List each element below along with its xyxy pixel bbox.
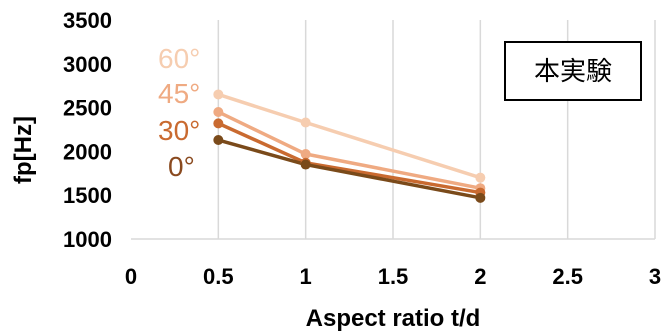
- x-tick-label: 1.5: [378, 264, 409, 289]
- x-tick-label: 0.5: [203, 264, 234, 289]
- y-tick-label: 2000: [63, 139, 112, 164]
- data-point: [475, 192, 486, 203]
- data-point: [475, 172, 486, 183]
- data-point: [300, 149, 311, 160]
- data-point: [300, 117, 311, 128]
- y-tick-label: 3000: [63, 52, 112, 77]
- x-axis-title: Aspect ratio t/d: [306, 305, 481, 332]
- x-tick-label: 1: [300, 264, 312, 289]
- x-tick-labels: 0 0.5 1 1.5 2 2.5 3: [125, 264, 661, 289]
- x-tick-label: 2: [474, 264, 486, 289]
- data-point: [300, 159, 311, 170]
- data-point: [213, 106, 224, 117]
- series-label-0: 0°: [168, 151, 195, 182]
- x-tick-label: 0: [125, 264, 137, 289]
- series-angle-labels: 60° 45° 30° 0°: [158, 43, 200, 182]
- data-point: [213, 89, 224, 100]
- series-line: [216, 92, 483, 180]
- y-tick-labels: 1000 1500 2000 2500 3000 3500: [63, 8, 112, 252]
- data-point: [213, 135, 224, 146]
- y-axis-title: fp[Hz]: [10, 116, 37, 184]
- legend-box: 本実験: [504, 41, 642, 101]
- series-label-60: 60°: [158, 43, 200, 74]
- series-points: [213, 89, 486, 203]
- y-tick-label: 1000: [63, 227, 112, 252]
- series-label-30: 30°: [158, 115, 200, 146]
- series-lines: [216, 92, 483, 200]
- legend-frame: [504, 41, 642, 101]
- x-tick-label: 3: [649, 264, 661, 289]
- series-label-45: 45°: [158, 78, 200, 109]
- y-tick-label: 3500: [63, 8, 112, 33]
- x-tick-label: 2.5: [552, 264, 583, 289]
- legend-label: 本実験: [534, 57, 612, 87]
- y-tick-label: 2500: [63, 96, 112, 121]
- data-point: [213, 118, 224, 129]
- y-tick-label: 1500: [63, 183, 112, 208]
